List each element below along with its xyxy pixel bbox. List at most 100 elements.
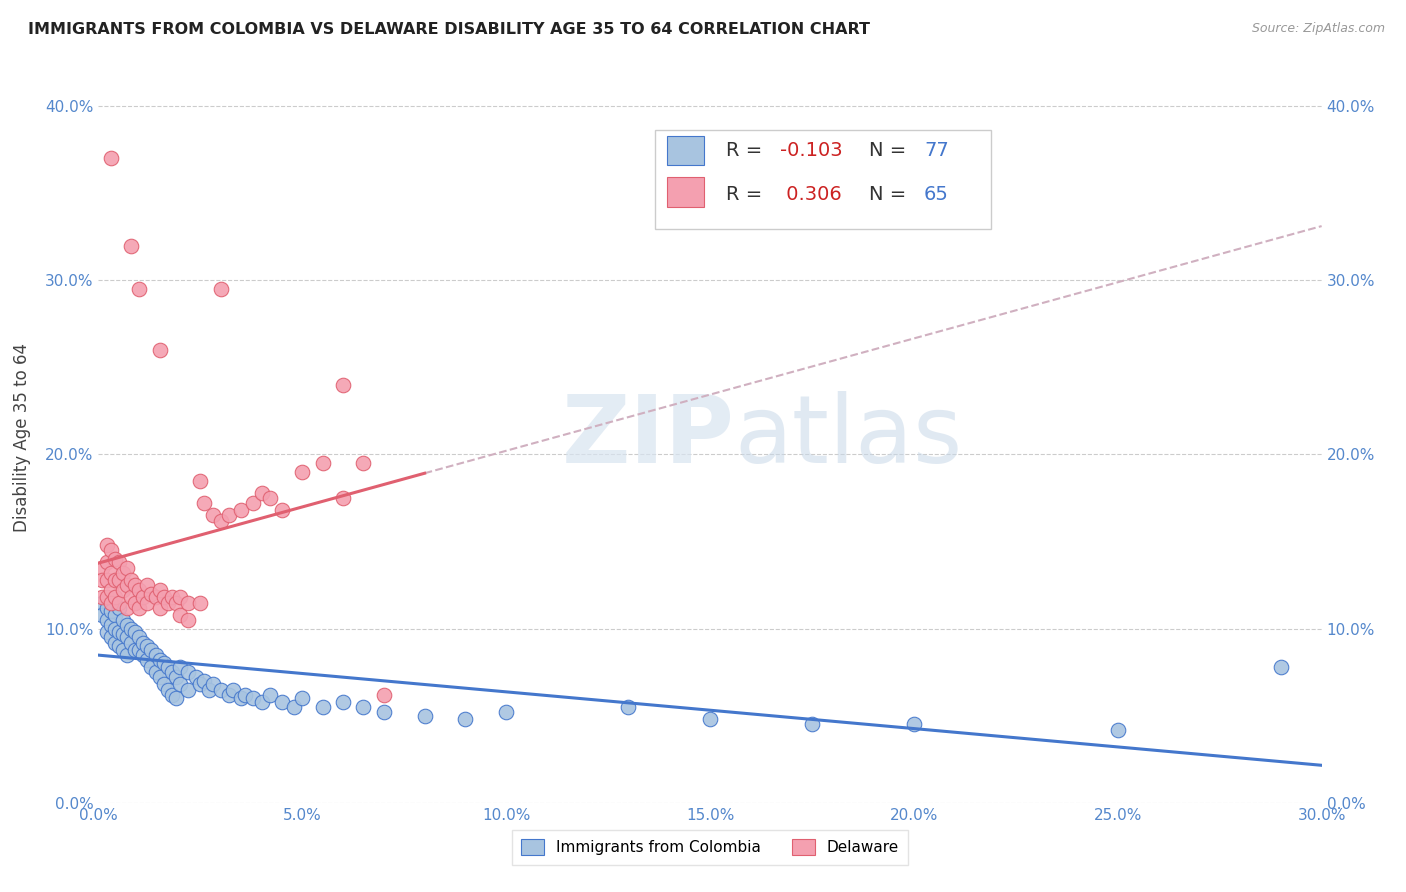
Point	[250, 695, 273, 709]
Point	[165, 595, 187, 609]
Point	[141, 642, 163, 657]
Point	[152, 677, 174, 691]
Text: 77: 77	[924, 141, 949, 160]
Point	[1270, 660, 1292, 674]
Point	[169, 677, 191, 691]
Point	[128, 642, 150, 657]
Point	[111, 627, 134, 641]
Point	[100, 566, 122, 580]
Point	[115, 578, 138, 592]
Text: ZIP: ZIP	[561, 391, 734, 483]
Point	[250, 485, 273, 500]
Point	[145, 648, 167, 662]
Point	[332, 695, 354, 709]
Point	[177, 665, 200, 680]
Point	[104, 591, 127, 605]
Point	[132, 635, 155, 649]
Point	[218, 688, 240, 702]
Point	[242, 496, 264, 510]
Point	[96, 613, 118, 627]
Point	[149, 600, 172, 615]
FancyBboxPatch shape	[655, 130, 991, 228]
Point	[160, 665, 183, 680]
Point	[104, 635, 127, 649]
FancyBboxPatch shape	[668, 178, 704, 207]
Point	[231, 503, 253, 517]
Point	[132, 591, 155, 605]
Point	[413, 708, 436, 723]
Point	[120, 622, 142, 636]
Point	[270, 503, 294, 517]
Point	[91, 560, 114, 574]
Point	[201, 508, 224, 523]
Point	[115, 600, 138, 615]
Point	[193, 673, 215, 688]
Point	[132, 648, 155, 662]
Point	[699, 712, 721, 726]
Point	[259, 491, 281, 505]
Point	[1107, 723, 1129, 737]
Point	[197, 682, 219, 697]
Point	[188, 595, 212, 609]
Point	[128, 600, 150, 615]
Point	[332, 491, 354, 505]
Point	[120, 573, 142, 587]
Point	[108, 600, 131, 615]
Point	[111, 613, 134, 627]
Point	[115, 648, 138, 662]
Point	[141, 587, 163, 601]
Point	[149, 343, 172, 357]
Point	[169, 660, 191, 674]
Point	[233, 688, 256, 702]
Legend: Immigrants from Colombia, Delaware: Immigrants from Colombia, Delaware	[512, 830, 908, 864]
Point	[152, 657, 174, 671]
Point	[100, 604, 122, 618]
Text: R =: R =	[725, 185, 769, 203]
Point	[495, 705, 517, 719]
Point	[91, 595, 114, 609]
Point	[120, 635, 142, 649]
Point	[903, 717, 925, 731]
Point	[145, 665, 167, 680]
Point	[104, 552, 127, 566]
Point	[108, 595, 131, 609]
Point	[186, 670, 208, 684]
Point	[111, 566, 134, 580]
Point	[270, 695, 294, 709]
Text: N =: N =	[869, 185, 912, 203]
Point	[259, 688, 281, 702]
Point	[96, 625, 118, 640]
Point	[108, 556, 131, 570]
Text: R =: R =	[725, 141, 769, 160]
Point	[136, 595, 159, 609]
Point	[617, 700, 640, 714]
Point	[100, 631, 122, 645]
Point	[231, 691, 253, 706]
Point	[100, 543, 122, 558]
Point	[111, 583, 134, 598]
Point	[801, 717, 824, 731]
Point	[136, 653, 159, 667]
Point	[312, 700, 335, 714]
Point	[149, 583, 172, 598]
Text: atlas: atlas	[734, 391, 963, 483]
Point	[108, 573, 131, 587]
Point	[104, 622, 127, 636]
Point	[165, 670, 187, 684]
Point	[209, 282, 232, 296]
Text: 65: 65	[924, 185, 949, 203]
Point	[96, 538, 118, 552]
Point	[209, 514, 232, 528]
Point	[177, 595, 200, 609]
Point	[209, 682, 232, 697]
Point	[373, 688, 395, 702]
Point	[115, 631, 138, 645]
Point	[149, 670, 172, 684]
Point	[124, 642, 146, 657]
Point	[100, 595, 122, 609]
Point	[96, 556, 118, 570]
Point	[242, 691, 264, 706]
Point	[160, 591, 183, 605]
Point	[352, 700, 374, 714]
Text: -0.103: -0.103	[780, 141, 842, 160]
